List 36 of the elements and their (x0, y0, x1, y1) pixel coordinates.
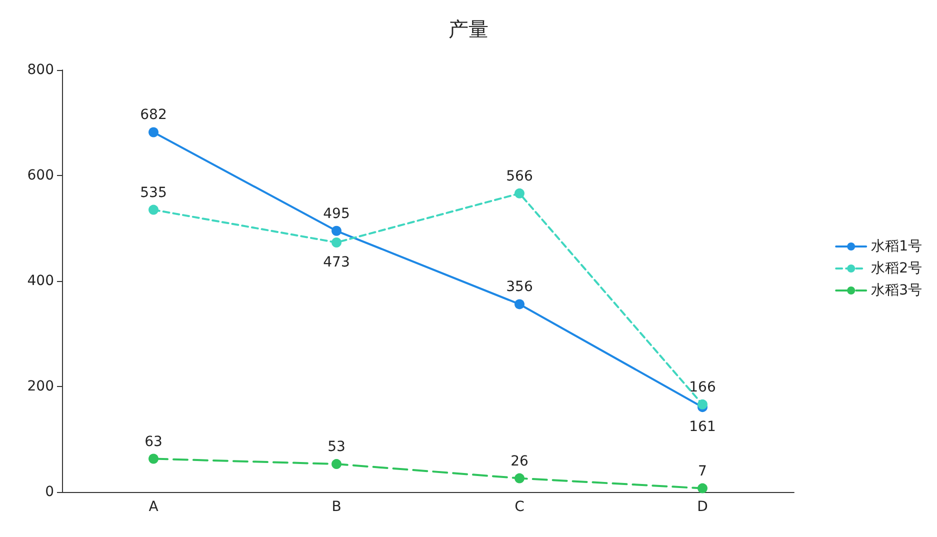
point (514, 188, 524, 198)
point (514, 299, 524, 310)
data-label: 566 (506, 168, 533, 184)
point (332, 459, 342, 470)
point (698, 399, 708, 410)
point (698, 483, 708, 494)
data-label: 63 (144, 434, 162, 450)
y-tick-label: 800 (27, 62, 54, 78)
point (332, 237, 342, 248)
x-tick-label: B (332, 499, 342, 515)
y-tick-label: 0 (45, 484, 54, 500)
data-label: 7 (698, 463, 707, 480)
data-label: 26 (510, 453, 528, 470)
point (332, 226, 342, 236)
data-label: 53 (328, 439, 346, 456)
data-label: 166 (689, 379, 716, 396)
x-tick-label: A (148, 499, 159, 515)
point (148, 204, 158, 215)
point (514, 473, 524, 484)
data-label: 473 (323, 254, 350, 270)
chart-title: 产量 (448, 17, 488, 41)
y-tick-label: 600 (27, 168, 54, 184)
point (148, 454, 158, 464)
y-tick-label: 200 (27, 378, 54, 394)
legend-label: 水稻2号 (871, 260, 922, 276)
data-label: 356 (506, 279, 533, 296)
legend-label: 水稻3号 (871, 282, 922, 298)
data-label: 535 (140, 184, 167, 201)
data-label: 682 (140, 107, 167, 124)
y-tick-label: 400 (27, 273, 54, 289)
legend-label: 水稻1号 (871, 238, 922, 254)
data-label: 495 (323, 206, 350, 222)
x-tick-label: D (697, 499, 708, 515)
x-tick-label: C (514, 499, 525, 515)
data-label: 161 (689, 419, 716, 436)
point (148, 127, 158, 138)
